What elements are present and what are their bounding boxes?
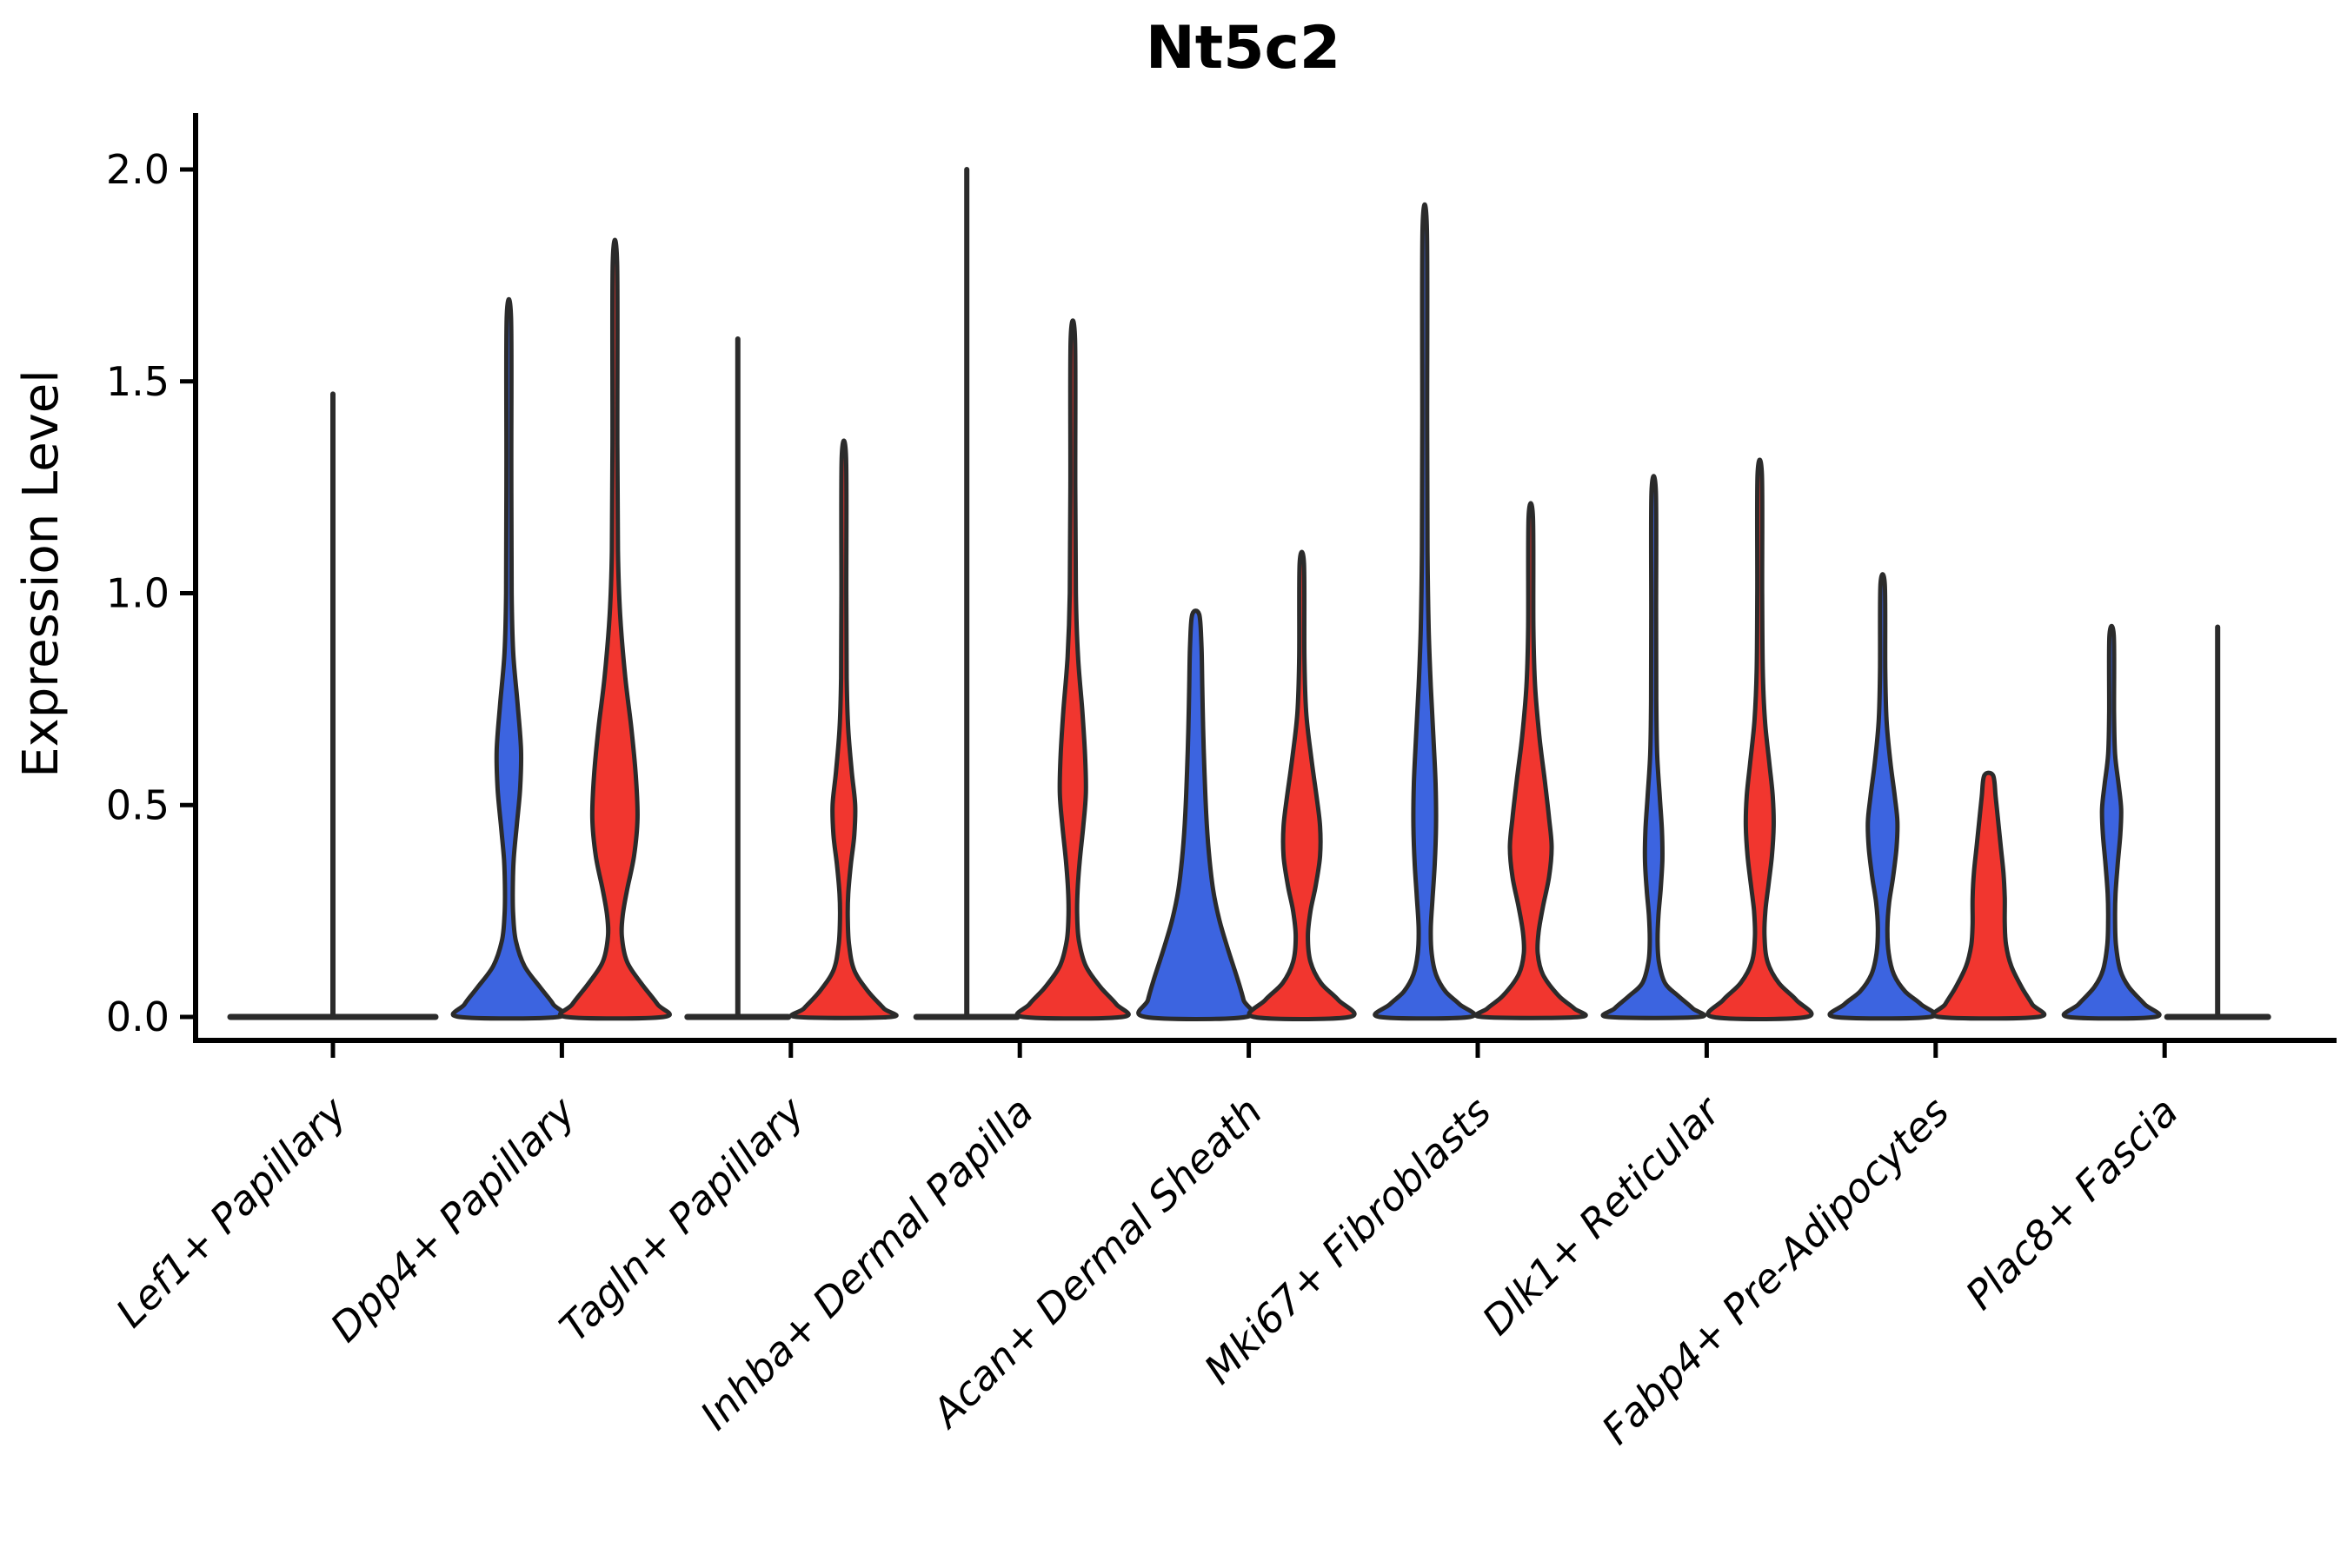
violin-acan-red xyxy=(1247,549,1357,1021)
violin-plac8-blue xyxy=(2061,623,2162,1021)
chart-title: Nt5c2 xyxy=(1146,14,1340,83)
x-tick-label: Dlk1+ Reticular xyxy=(1473,1086,1732,1344)
y-tick-labels-layer: 0.0 0.5 1.0 1.5 2.0 xyxy=(106,146,170,1040)
violin-inhba-red xyxy=(1014,318,1131,1021)
axes-layer xyxy=(180,113,2337,1058)
violin-mki67-red xyxy=(1473,501,1588,1020)
y-tick-label: 2.0 xyxy=(106,146,170,193)
violin-acan-blue xyxy=(1136,608,1255,1021)
violin-dpp4-blue xyxy=(450,296,568,1021)
violin-fabp4-red xyxy=(1931,770,2047,1021)
violin-tagln-red xyxy=(788,438,899,1020)
violin-dlk1-blue xyxy=(1600,474,1707,1020)
violin-mki67-blue xyxy=(1373,203,1477,1021)
violin-dpp4-red xyxy=(558,237,672,1021)
x-tick-label: Tagln+ Papillary xyxy=(550,1087,814,1351)
violin-fabp4-blue xyxy=(1827,572,1938,1021)
y-tick-label: 1.0 xyxy=(106,570,170,617)
y-tick-label: 0.5 xyxy=(106,781,170,828)
x-tick-label: Plac8+ Fascia xyxy=(1957,1088,2187,1319)
y-tick-label: 1.5 xyxy=(106,358,170,405)
violin-dlk1-red xyxy=(1705,457,1814,1021)
x-tick-label: Dpp4+ Papillary xyxy=(322,1087,585,1351)
x-tick-label: Lef1+ Papillary xyxy=(107,1087,356,1336)
violins-layer xyxy=(227,167,2271,1021)
y-tick-label: 0.0 xyxy=(106,993,170,1040)
y-axis-label: Expression Level xyxy=(13,369,70,778)
